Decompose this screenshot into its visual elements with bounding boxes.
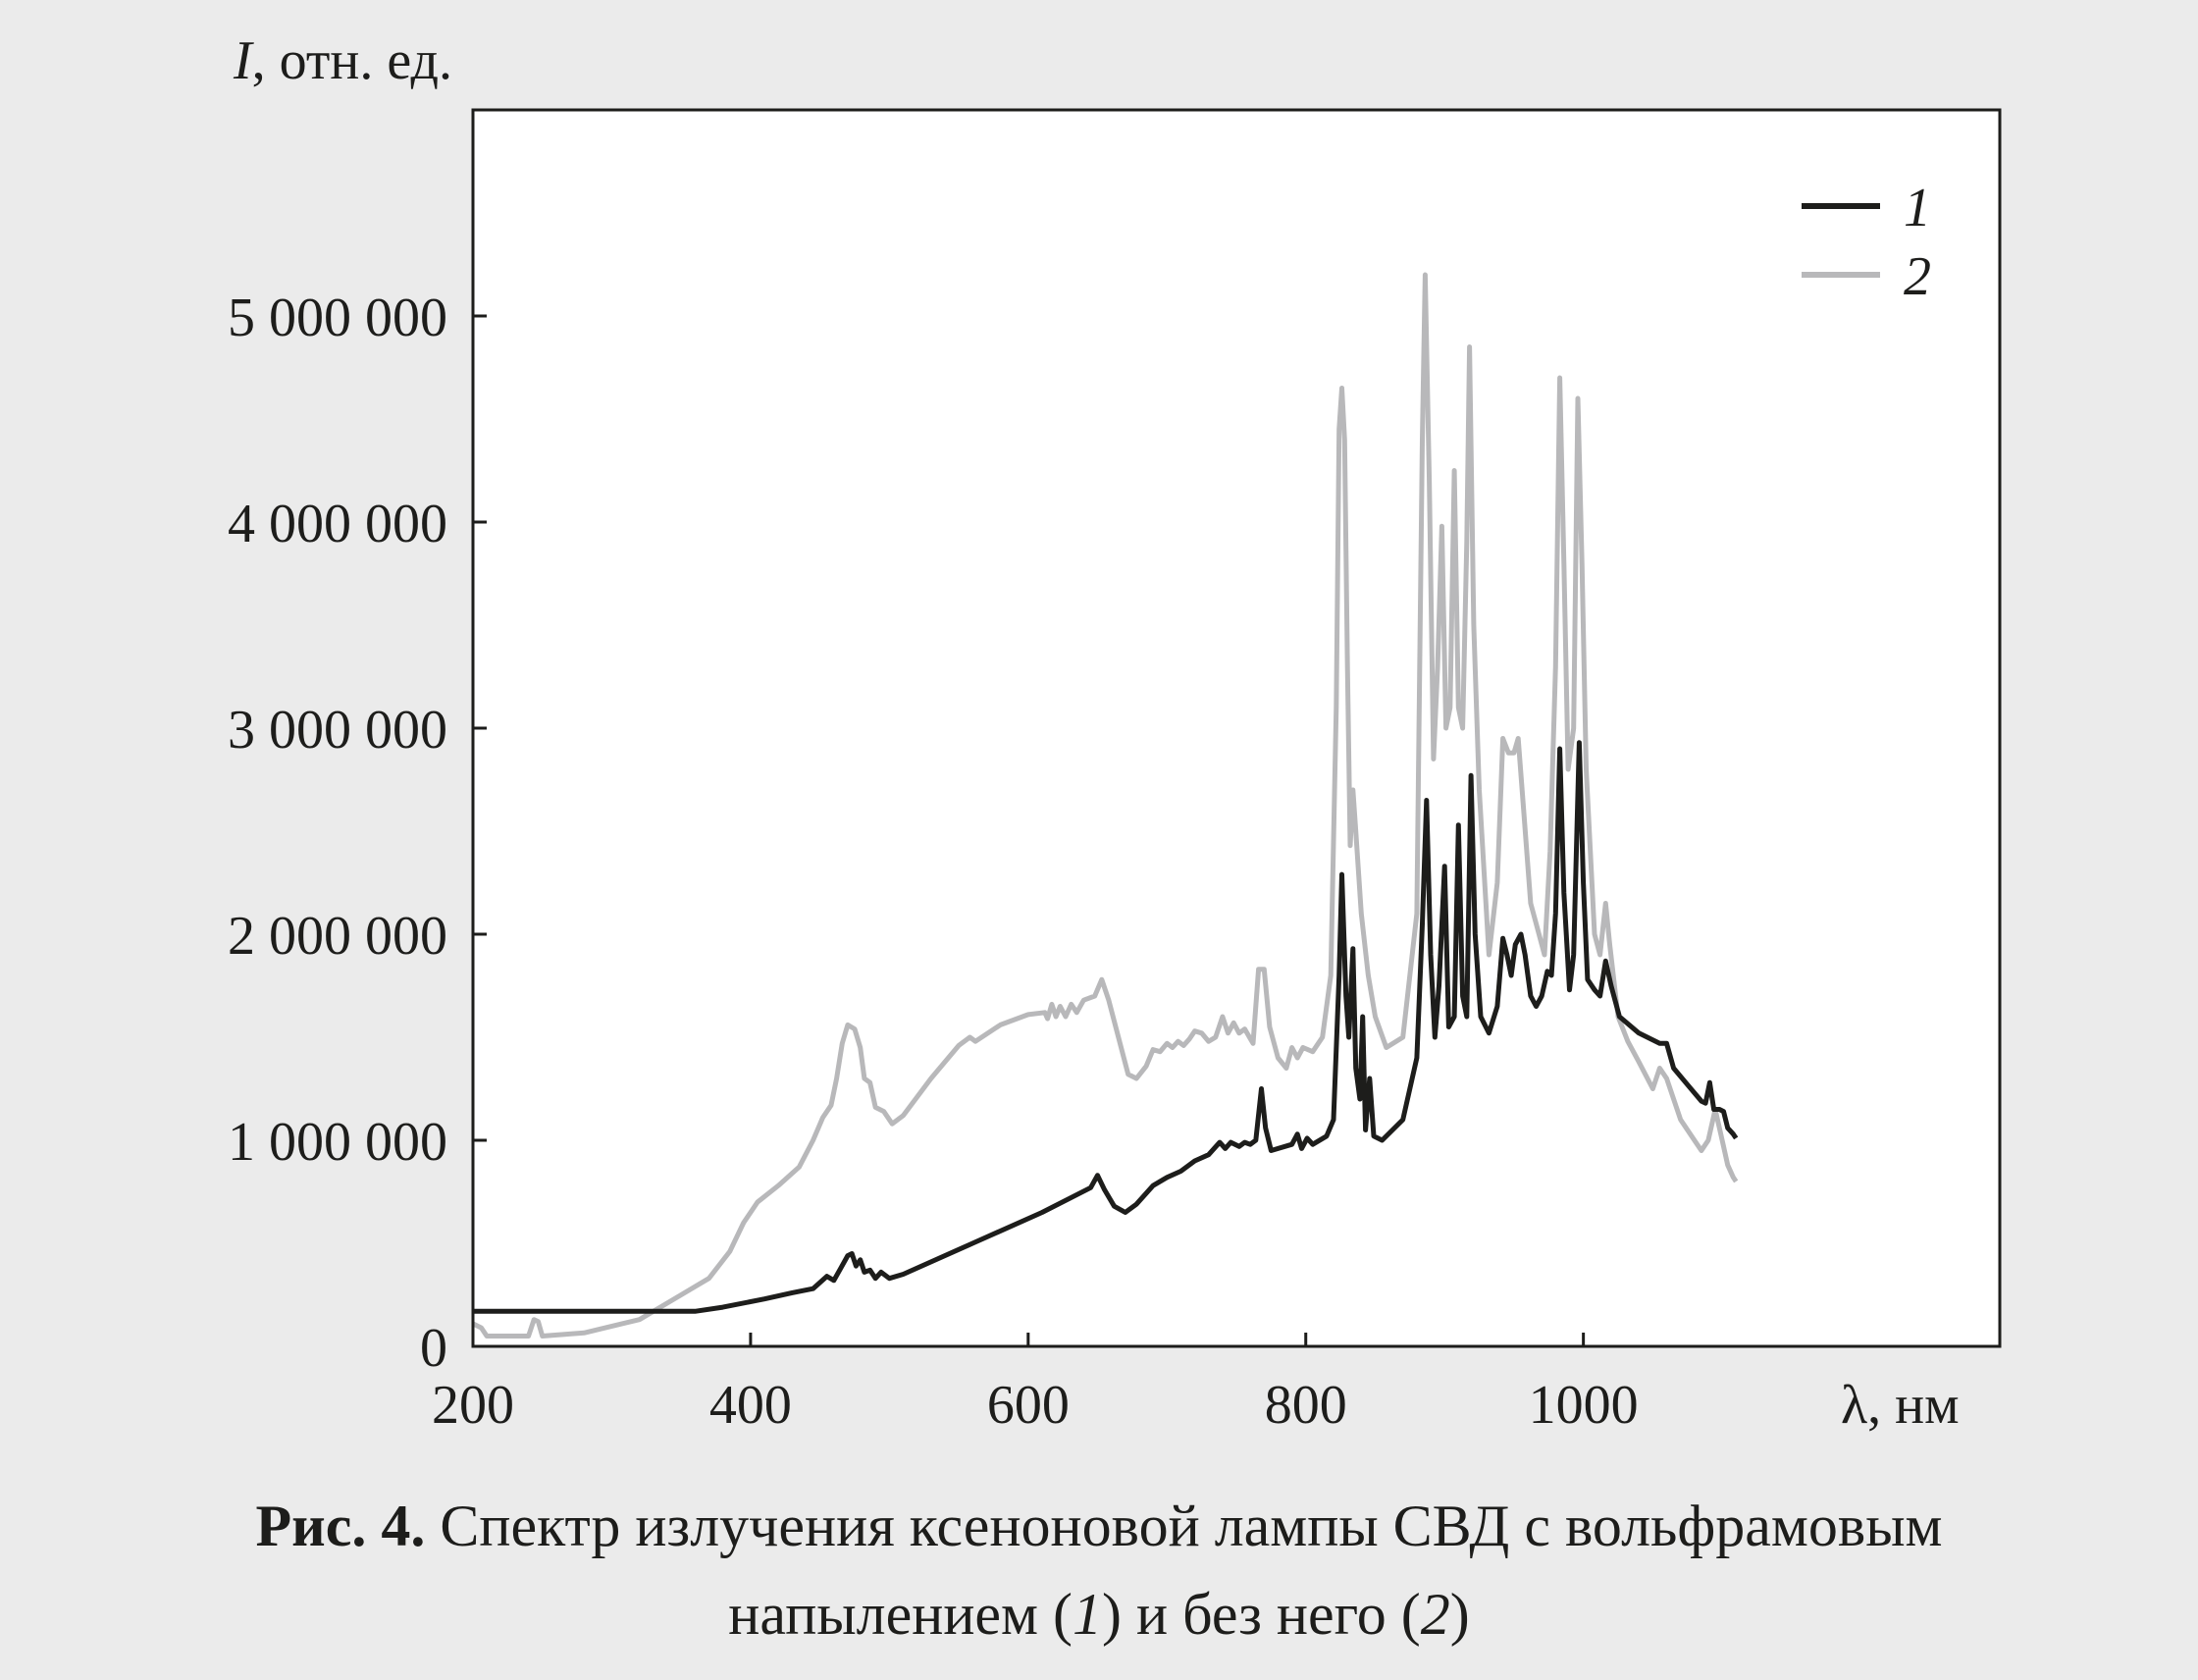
y-tick-label: 0 [420,1318,447,1379]
caption-line-1: Рис. 4. Спектр излучения ксеноновой ламп… [59,1482,2139,1570]
series-layer [471,272,1739,1339]
y-tick-label: 2 000 000 [228,906,447,967]
x-tick-label: 600 [987,1375,1070,1436]
caption-line-2: напылением (1) и без него (2) [59,1570,2139,1658]
y-tick-label: 3 000 000 [228,700,447,761]
caption-text-4: ) [1449,1582,1470,1647]
y-axis-unit: , отн. ед. [252,30,452,91]
x-tick-label: 1000 [1529,1375,1639,1436]
legend: 1 2 [1802,178,1931,307]
y-tick-label: 4 000 000 [228,494,447,554]
plot-background [473,110,2000,1346]
spectrum-chart: 200 400 600 800 1000 0 1 000 000 2 000 000 3 000… [228,30,2002,1436]
caption-text-3: ) и без него ( [1102,1582,1421,1647]
y-axis-symbol: I [233,30,254,91]
caption-text-2: напылением ( [728,1582,1073,1647]
x-tick-label: 200 [432,1375,514,1436]
caption-label: Рис. 4. [255,1494,426,1558]
y-axis-label: I, отн. ед. [233,30,452,91]
y-tick-label: 5 000 000 [228,288,447,348]
x-tick-label: 800 [1265,1375,1347,1436]
ticks-layer: 200 400 600 800 1000 0 1 000 000 2 000 000 3 000… [228,288,1639,1436]
series-line-1 [473,740,1739,1314]
caption-ref-1: 1 [1073,1582,1103,1647]
legend-label-1: 1 [1904,178,1931,238]
y-tick-label: 1 000 000 [228,1112,447,1173]
x-tick-label: 400 [709,1375,792,1436]
legend-label-2: 2 [1904,246,1931,307]
figure-caption: Рис. 4. Спектр излучения ксеноновой ламп… [59,1482,2139,1658]
caption-ref-2: 2 [1420,1582,1450,1647]
caption-text-1: Спектр излучения ксеноновой лампы СВД с … [425,1494,1943,1558]
x-axis-label: λ, нм [1841,1375,1960,1436]
series-line-2 [471,272,1739,1339]
